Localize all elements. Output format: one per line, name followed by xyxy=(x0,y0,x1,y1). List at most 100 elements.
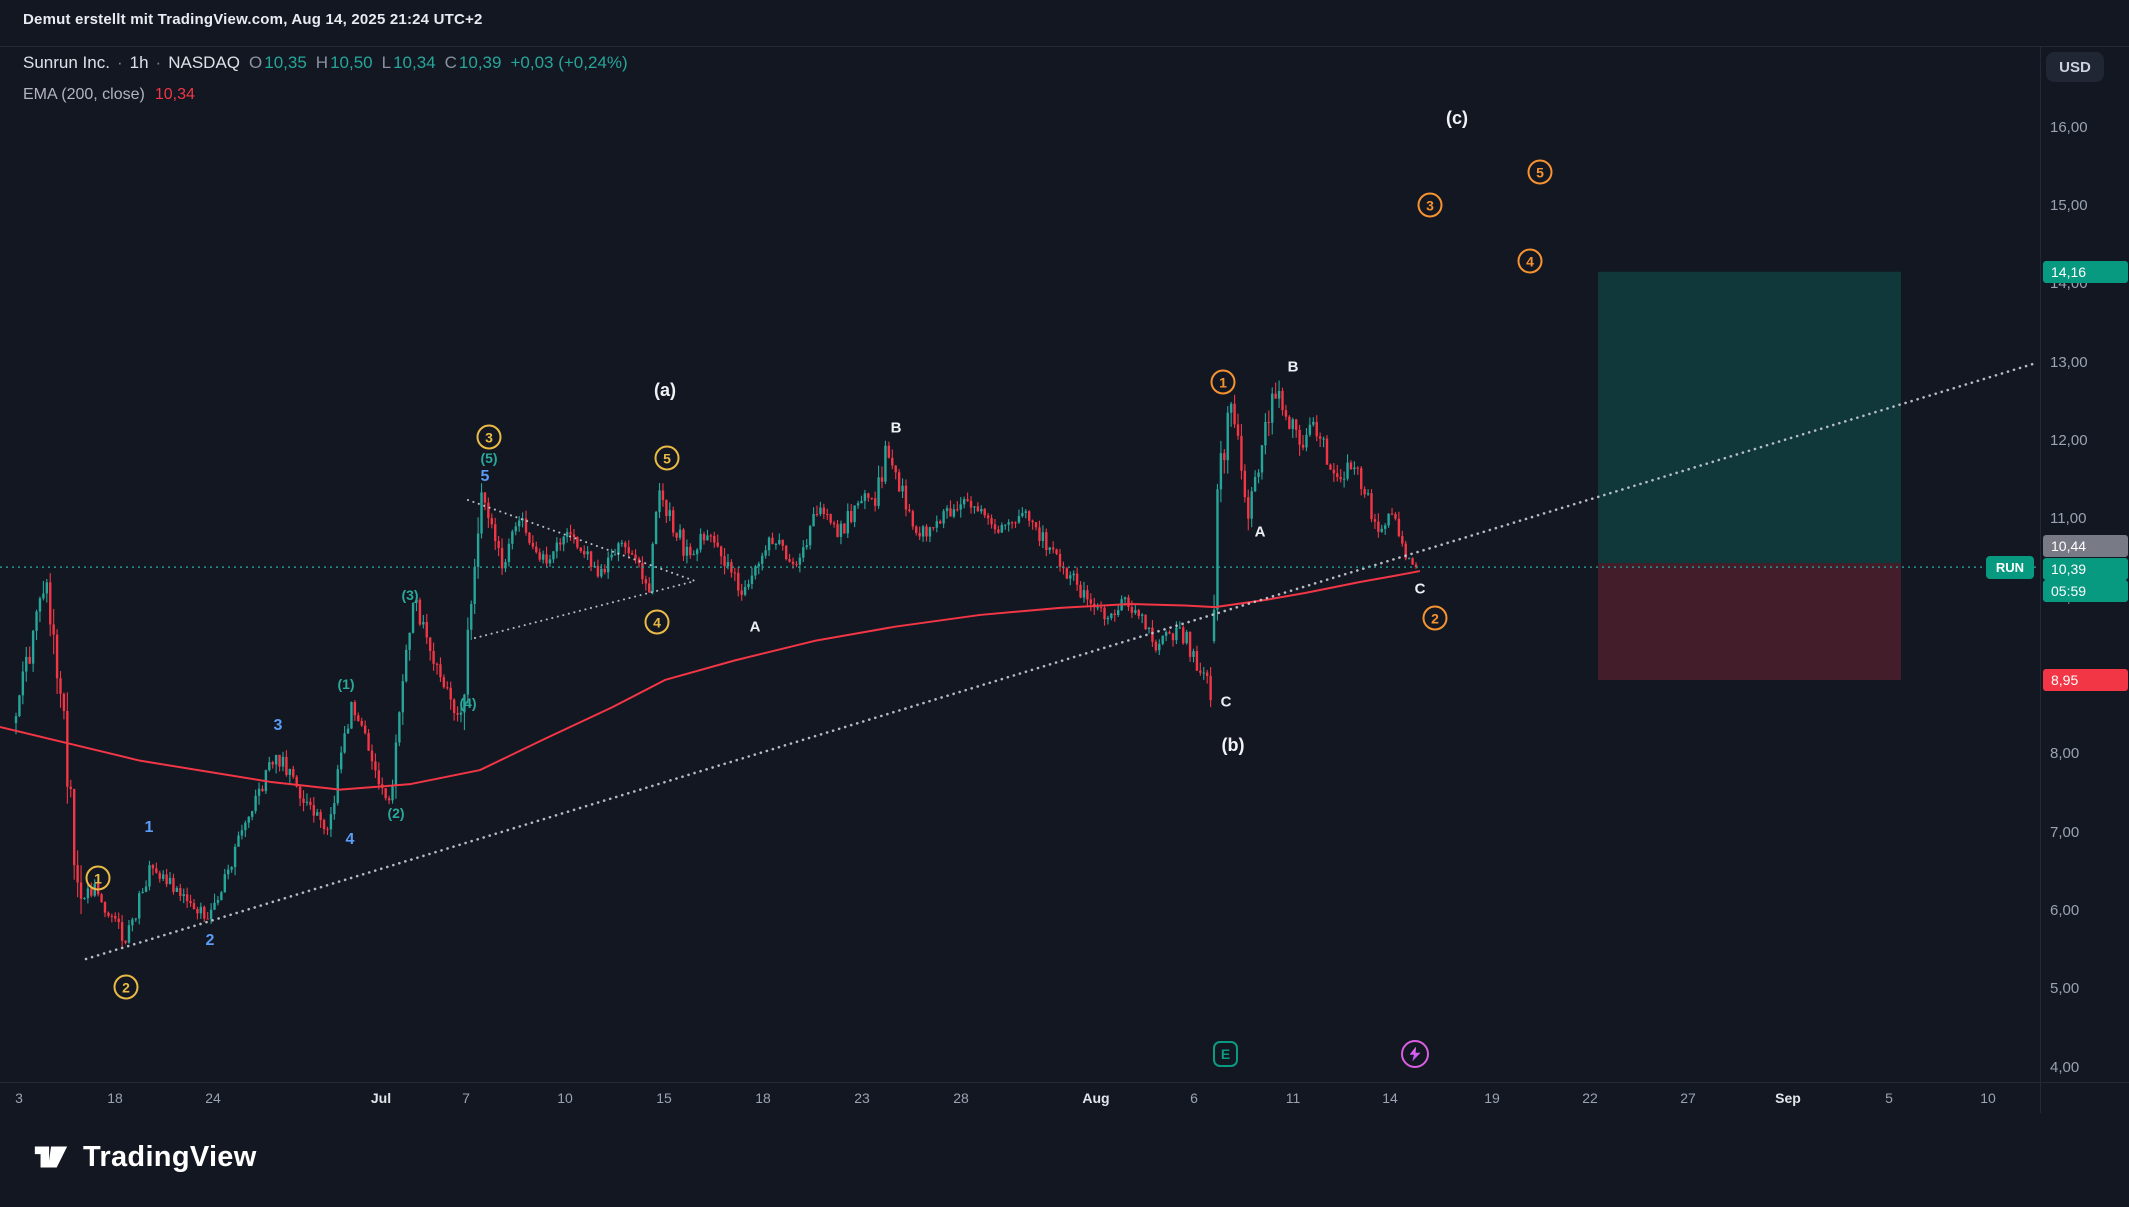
price-tick: 11,00 xyxy=(2050,510,2087,528)
share-watermark: Demut erstellt mit TradingView.com, Aug … xyxy=(23,11,483,28)
long-position-profit-zone[interactable] xyxy=(1598,271,1901,564)
indicator-name[interactable]: EMA (200, close) xyxy=(23,86,145,103)
time-tick: 14 xyxy=(1382,1090,1398,1106)
time-tick: 28 xyxy=(953,1090,969,1106)
countdown-badge: 05:59 xyxy=(2043,580,2128,603)
wave-label[interactable]: 5 xyxy=(1527,159,1553,185)
wave-label[interactable]: (1) xyxy=(337,676,355,692)
tradingview-logo-text: TradingView xyxy=(83,1140,257,1173)
time-scale[interactable]: 3 18 24 Jul 7 10 15 18 23 28 Aug 6 11 14 19 22 27 Sep 5 10 xyxy=(0,1082,2129,1114)
price-tick: 5,00 xyxy=(2050,980,2080,998)
lightning-bolt-icon xyxy=(1409,1046,1421,1062)
wave-label[interactable]: A xyxy=(749,618,761,636)
wave-label[interactable]: (a) xyxy=(654,380,676,400)
time-tick: 6 xyxy=(1190,1090,1198,1106)
wave-label[interactable]: 5 xyxy=(654,445,680,471)
price-tick: 4,00 xyxy=(2050,1058,2080,1076)
time-tick: 18 xyxy=(107,1090,123,1106)
dotted-trendline-2[interactable] xyxy=(467,499,696,582)
time-tick: Jul xyxy=(370,1090,392,1106)
wave-label[interactable]: 1 xyxy=(1210,369,1236,395)
wave-label[interactable]: (5) xyxy=(480,450,498,466)
wave-label[interactable]: A xyxy=(1254,523,1266,541)
price-tick: 8,00 xyxy=(2050,745,2080,763)
wave-label[interactable]: 1 xyxy=(144,819,154,836)
low-value: 10,34 xyxy=(393,53,436,72)
price-tick: 15,00 xyxy=(2050,196,2088,214)
time-tick: 18 xyxy=(755,1090,771,1106)
price-tick: 16,00 xyxy=(2050,118,2088,136)
high-value: 10,50 xyxy=(330,53,373,72)
dotted-trendline-3[interactable] xyxy=(474,580,696,639)
wave-label[interactable]: 4 xyxy=(1517,248,1543,274)
indicator-legend[interactable]: EMA (200, close) 10,34 xyxy=(23,86,195,104)
target-price-badge: 14,16 xyxy=(2043,260,2128,283)
long-position-loss-zone[interactable] xyxy=(1598,563,1901,680)
symbol-title[interactable]: Sunrun Inc. xyxy=(23,53,110,72)
time-tick: 5 xyxy=(1885,1090,1893,1106)
time-tick: 10 xyxy=(1980,1090,1996,1106)
ema-200-line[interactable] xyxy=(0,570,1421,791)
time-tick: Aug xyxy=(1082,1090,1110,1106)
wave-label[interactable]: B xyxy=(1287,358,1299,376)
wave-label[interactable]: 5 xyxy=(480,468,490,485)
indicator-value: 10,34 xyxy=(154,86,195,103)
tradingview-logo: TradingView xyxy=(32,1138,257,1176)
close-value: 10,39 xyxy=(458,53,502,72)
time-tick: 3 xyxy=(15,1090,23,1106)
time-tick: 19 xyxy=(1484,1090,1500,1106)
time-tick: 11 xyxy=(1285,1090,1301,1106)
price-tick: 6,00 xyxy=(2050,902,2080,920)
last-price-badge: 10,39 xyxy=(2043,558,2128,581)
flash-event-icon[interactable] xyxy=(1401,1040,1429,1068)
price-tick: 12,00 xyxy=(2050,432,2088,449)
time-tick: 24 xyxy=(205,1090,221,1106)
time-tick: 10 xyxy=(557,1090,573,1106)
change-value: +0,03 (+0,24%) xyxy=(510,53,628,72)
wave-label[interactable]: (c) xyxy=(1446,108,1468,128)
open-label: O xyxy=(249,53,263,72)
legend-separator: · xyxy=(116,53,123,72)
wave-label[interactable]: 4 xyxy=(644,609,670,635)
interval-label[interactable]: 1h xyxy=(129,53,149,72)
wave-label[interactable]: C xyxy=(1414,580,1426,598)
wave-label[interactable]: 3 xyxy=(273,717,283,734)
dotted-trendline-1[interactable] xyxy=(84,362,2035,961)
price-tick: 7,00 xyxy=(2050,823,2080,841)
tradingview-logo-mark xyxy=(34,1146,68,1168)
time-tick: 23 xyxy=(854,1090,870,1106)
earnings-marker-icon[interactable]: E xyxy=(1213,1041,1238,1067)
time-tick: 27 xyxy=(1680,1090,1696,1106)
wave-label[interactable]: 2 xyxy=(113,974,139,1000)
currency-button[interactable]: USD xyxy=(2046,52,2104,82)
stop-price-badge: 8,95 xyxy=(2043,668,2128,691)
wave-label[interactable]: (b) xyxy=(1221,735,1245,755)
price-tick: 13,00 xyxy=(2050,353,2088,371)
wave-label[interactable]: (2) xyxy=(387,805,405,821)
close-label: C xyxy=(444,53,457,72)
wave-label[interactable]: C xyxy=(1220,693,1232,711)
wave-label[interactable]: 2 xyxy=(1422,605,1448,631)
wave-label[interactable]: (4) xyxy=(459,695,477,711)
symbol-price-tag: RUN xyxy=(1986,556,2034,579)
wave-label[interactable]: B xyxy=(890,419,902,437)
high-label: H xyxy=(315,53,329,72)
wave-label[interactable]: 3 xyxy=(476,424,502,450)
panel-top-border xyxy=(0,46,2129,47)
candlestick-series xyxy=(14,380,1418,948)
time-tick: Sep xyxy=(1775,1090,1801,1106)
symbol-legend[interactable]: Sunrun Inc. · 1h · NASDAQ O 10,35 H 10,5… xyxy=(23,53,628,73)
price-scale[interactable]: 16,0015,0014,0013,0012,0011,0010,009,008… xyxy=(2040,46,2129,1113)
wave-label[interactable]: 3 xyxy=(1417,192,1443,218)
open-value: 10,35 xyxy=(264,53,307,72)
wave-label[interactable]: 4 xyxy=(345,831,355,848)
wave-label[interactable]: 2 xyxy=(205,932,215,949)
exchange-label: NASDAQ xyxy=(168,53,241,72)
wave-label[interactable]: 1 xyxy=(85,865,111,891)
entry-price-badge: 10,44 xyxy=(2043,535,2128,558)
wave-label[interactable]: (3) xyxy=(401,587,419,603)
low-label: L xyxy=(381,53,392,72)
